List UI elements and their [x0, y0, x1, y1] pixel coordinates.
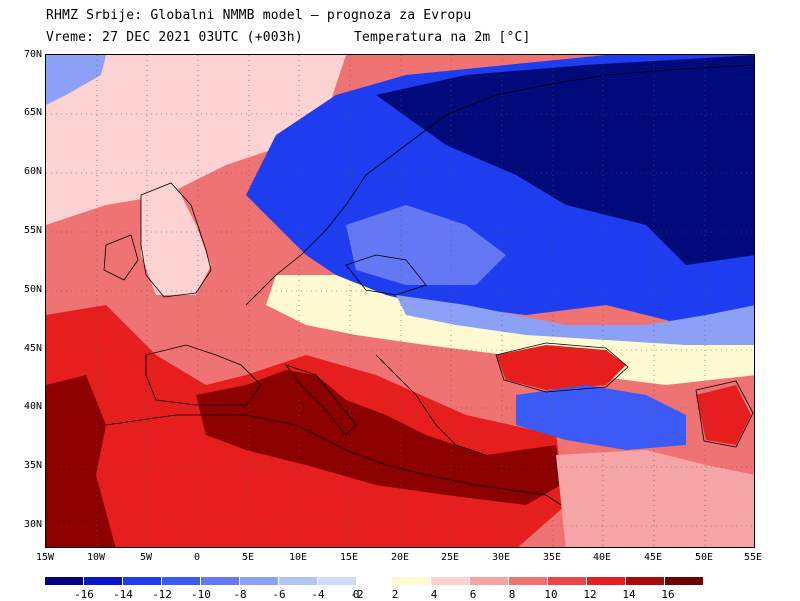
lat-label-40n: 40N	[23, 401, 42, 412]
lon-label-45e: 45E	[643, 552, 663, 563]
colorbar-swatch	[470, 577, 508, 585]
colorbar-swatch	[548, 577, 586, 585]
temperature-map	[45, 54, 755, 548]
lat-label-30n: 30N	[23, 519, 42, 530]
colorbar-swatch	[587, 577, 625, 585]
map-canvas	[46, 55, 754, 547]
colorbar-label: -4	[311, 588, 325, 601]
lat-label-35n: 35N	[23, 460, 42, 471]
colorbar-swatch	[509, 577, 547, 585]
map-title: RHMZ Srbije: Globalni NMMB model — progn…	[46, 8, 472, 23]
colorbar-swatch	[392, 577, 430, 585]
colorbar-label: 16	[661, 588, 675, 601]
colorbar-swatch	[665, 577, 703, 585]
colorbar-label: 10	[544, 588, 558, 601]
lon-label-25e: 25E	[440, 552, 460, 563]
lon-label-10w: 10W	[86, 552, 106, 563]
atlantic-deep-warm-field	[46, 375, 116, 547]
colorbar-label: 8	[508, 588, 516, 601]
colorbar-label: -2	[350, 588, 364, 601]
lon-label-15w: 15W	[35, 552, 55, 563]
colorbar-label: -16	[74, 588, 94, 601]
lon-label-50e: 50E	[694, 552, 714, 563]
lon-label-15e: 15E	[339, 552, 359, 563]
lon-label-35e: 35E	[542, 552, 562, 563]
britain-field	[141, 185, 211, 295]
lon-label-10e: 10E	[288, 552, 308, 563]
black-sea-field	[496, 345, 626, 390]
colorbar-label: 14	[622, 588, 636, 601]
deep-cold-core	[376, 55, 754, 265]
mediterranean-warm-field	[196, 370, 561, 505]
colorbar-swatch	[123, 577, 161, 585]
lon-label-0: 0	[193, 552, 201, 563]
colorbar-label: -14	[113, 588, 133, 601]
variable-label: Temperatura na 2m [°C]	[354, 30, 531, 45]
lon-label-5w: 5W	[139, 552, 153, 563]
colorbar-swatch	[84, 577, 122, 585]
lat-label-60n: 60N	[23, 166, 42, 177]
lat-label-45n: 45N	[23, 343, 42, 354]
greenland-cold-field	[46, 55, 106, 105]
colorbar-label: 12	[583, 588, 597, 601]
middle-east-field	[556, 450, 754, 547]
caspian-field	[696, 385, 751, 445]
colorbar-label: -8	[233, 588, 247, 601]
colorbar-swatch	[240, 577, 278, 585]
colorbar-swatch	[279, 577, 317, 585]
lat-label-65n: 65N	[23, 107, 42, 118]
lon-label-40e: 40E	[592, 552, 612, 563]
lat-label-70n: 70N	[23, 49, 42, 60]
colorbar-label: -6	[272, 588, 286, 601]
colorbar-label: -10	[191, 588, 211, 601]
cold-band-field	[396, 295, 754, 345]
colorbar-label: -12	[152, 588, 172, 601]
lat-label-55n: 55N	[23, 225, 42, 236]
colorbar-label: 0	[352, 588, 360, 601]
colorbar-swatch	[318, 577, 356, 585]
lon-label-30e: 30E	[491, 552, 511, 563]
colorbar-swatch	[201, 577, 239, 585]
lon-label-5e: 5E	[241, 552, 255, 563]
colorbar-swatch	[162, 577, 200, 585]
colorbar-swatch	[45, 577, 83, 585]
colorbar-swatch	[431, 577, 469, 585]
baltic-cold-field	[346, 205, 506, 285]
lon-label-20e: 20E	[390, 552, 410, 563]
colorbar-swatch	[626, 577, 664, 585]
valid-time: Vreme: 27 DEC 2021 03UTC (+003h)	[46, 30, 303, 45]
grid-lines	[46, 55, 754, 547]
anatolia-cold-field	[516, 385, 686, 450]
colorbar-label: 4	[430, 588, 438, 601]
lat-label-50n: 50N	[23, 284, 42, 295]
north-atlantic-field	[46, 55, 346, 225]
lon-label-55e: 55E	[743, 552, 763, 563]
colorbar-label: 2	[391, 588, 399, 601]
colorbar-label: 6	[469, 588, 477, 601]
